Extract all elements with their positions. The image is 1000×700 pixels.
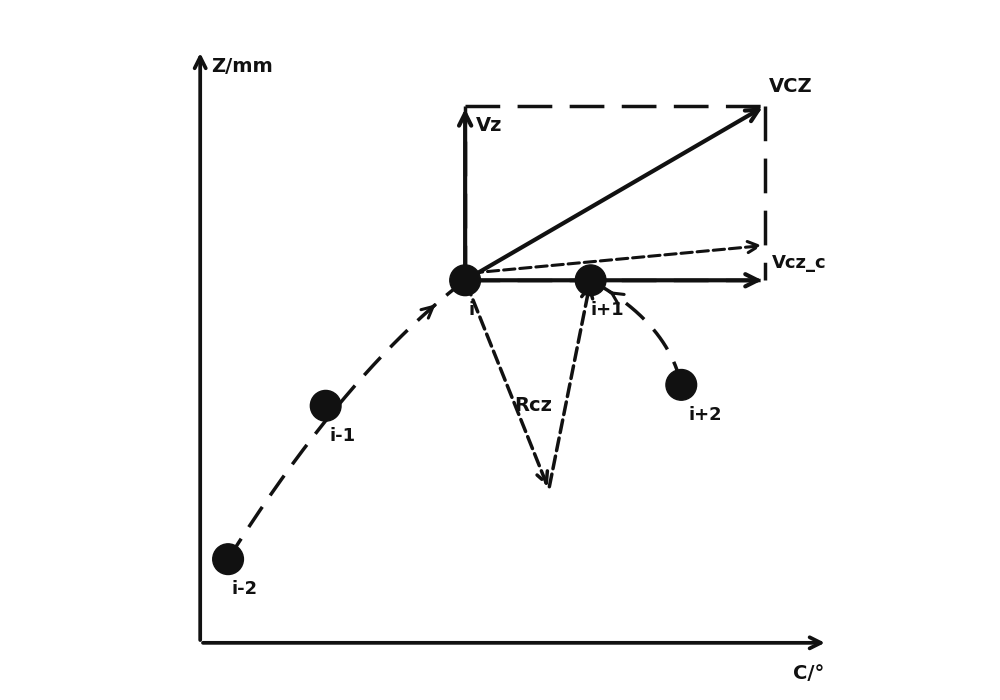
Text: i: i <box>469 301 475 319</box>
Text: VCZ: VCZ <box>768 76 812 95</box>
Text: i-1: i-1 <box>329 427 355 444</box>
Circle shape <box>450 265 480 295</box>
Circle shape <box>666 370 697 400</box>
Text: C/°: C/° <box>793 664 824 682</box>
Circle shape <box>213 544 243 575</box>
Text: Rcz: Rcz <box>514 396 552 415</box>
Circle shape <box>310 391 341 421</box>
Text: Vcz_c: Vcz_c <box>772 254 827 272</box>
Text: Z/mm: Z/mm <box>211 57 272 76</box>
Circle shape <box>575 265 606 295</box>
Text: i+2: i+2 <box>688 406 722 424</box>
Text: i-2: i-2 <box>232 580 258 598</box>
Text: Vz: Vz <box>476 116 502 135</box>
Text: i+1: i+1 <box>591 301 624 319</box>
